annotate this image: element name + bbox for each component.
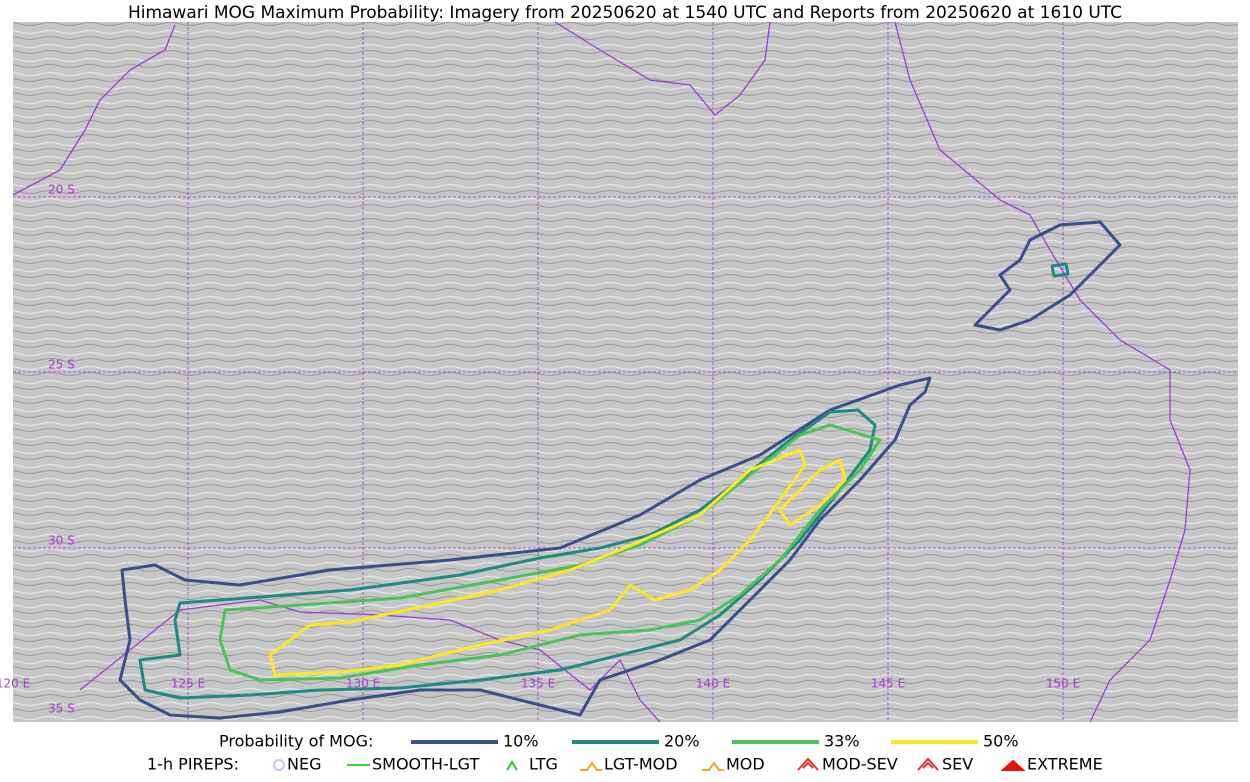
coastline (79, 599, 661, 723)
contour (1050, 262, 1070, 278)
legend-title: Probability of MOG: (219, 732, 373, 751)
coastline (894, 21, 1191, 723)
legend-label: MOD-SEV (822, 755, 898, 774)
latitude-label: 20 S (48, 183, 75, 197)
contour (118, 376, 932, 720)
legend-symbol (580, 761, 602, 771)
coastline (554, 21, 771, 116)
contour (778, 458, 847, 527)
legend-label: LGT-MOD (604, 755, 678, 774)
legend-symbol (1000, 759, 1026, 771)
legend-symbol (506, 760, 518, 771)
legend-label: 10% (503, 732, 539, 751)
graticule: 20 S 25 S 30 S 35 S 120 E 125 E 130 E 135 E 140 … (0, 22, 1238, 722)
latitude-label: 25 S (48, 358, 75, 372)
probability-contours (118, 220, 1122, 720)
coastlines (12, 21, 1191, 723)
legend-label: NEG (287, 755, 321, 774)
legend-label: EXTREME (1027, 755, 1103, 774)
contour (973, 220, 1122, 332)
legend-label: 50% (983, 732, 1019, 751)
coastline (12, 24, 176, 196)
longitude-label: 135 E (521, 677, 555, 691)
latitude-label: 30 S (48, 534, 75, 548)
legend-symbol (797, 757, 819, 771)
longitude-label: 120 E (0, 677, 30, 691)
legend-symbol (917, 757, 939, 771)
longitude-label: 140 E (696, 677, 730, 691)
legend-symbol (702, 761, 724, 771)
contour (138, 408, 877, 700)
longitude-label: 150 E (1046, 677, 1080, 691)
title: Himawari MOG Maximum Probability: Imager… (128, 3, 1122, 23)
legend-title: 1-h PIREPS: (147, 755, 239, 774)
contour (268, 448, 807, 677)
legend-label: LTG (529, 755, 558, 774)
legend-label: 20% (664, 732, 700, 751)
longitude-label: 125 E (171, 677, 205, 691)
legend-label: SMOOTH-LGT (372, 755, 479, 774)
legend-label: 33% (824, 732, 860, 751)
longitude-label: 130 E (346, 677, 380, 691)
longitude-label: 145 E (871, 677, 905, 691)
legend-label: MOD (726, 755, 765, 774)
legend-symbol (273, 759, 285, 771)
legend-label: SEV (942, 755, 973, 774)
legend: Probability of MOG: 1-h PIREPS: 10% 20% 33… (147, 732, 1103, 774)
latitude-label: 35 S (48, 702, 75, 716)
